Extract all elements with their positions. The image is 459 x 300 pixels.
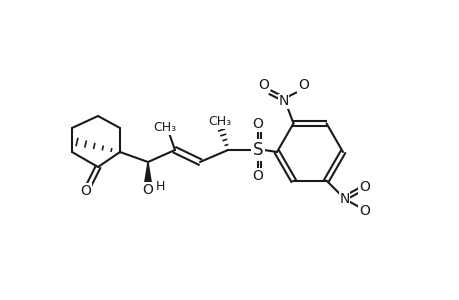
Text: S: S	[252, 141, 263, 159]
Text: O: O	[358, 180, 369, 194]
Text: CH₃: CH₃	[208, 115, 231, 128]
Text: N: N	[278, 94, 288, 108]
Text: H: H	[156, 181, 165, 194]
Text: O: O	[297, 78, 308, 92]
Text: O: O	[358, 204, 369, 218]
Text: N: N	[339, 192, 349, 206]
Text: O: O	[80, 184, 91, 198]
Text: CH₃: CH₃	[153, 121, 176, 134]
Polygon shape	[144, 162, 151, 184]
Text: O: O	[142, 183, 153, 197]
Text: O: O	[252, 117, 263, 131]
Text: O: O	[252, 169, 263, 183]
Text: O: O	[257, 78, 269, 92]
